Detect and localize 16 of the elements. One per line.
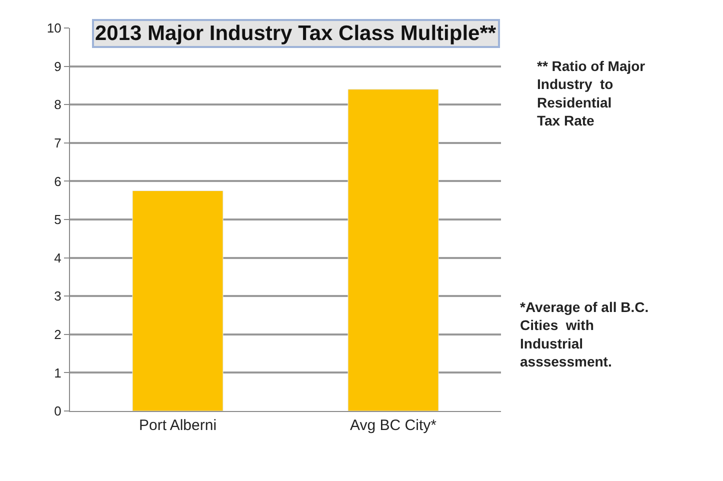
text: *Average of all B.C. Cities with Industrial asssessment. [520,299,649,370]
x-tick-label: Port Alberni [138,417,217,434]
y-tick-label: 8 [54,97,62,112]
chart-title: 2013 Major Industry Tax Class Multiple** [95,22,497,45]
x-tick-label: Avg BC City* [350,417,437,434]
y-tick-label: 9 [54,58,62,74]
y-tick-label: 4 [54,250,62,266]
y-tick-label: 2 [54,326,62,342]
text: ** Ratio of Major Industry to Residential Tax Rate [537,58,646,129]
y-tick-label: 1 [54,365,62,380]
y-tick-label: 0 [54,404,62,419]
y-tick-label: 7 [54,135,62,150]
y-tick-label: 6 [54,174,62,189]
y-tick-label: 5 [54,212,62,228]
y-tick-label: 10 [46,20,62,36]
y-tick-label: 3 [54,288,62,304]
